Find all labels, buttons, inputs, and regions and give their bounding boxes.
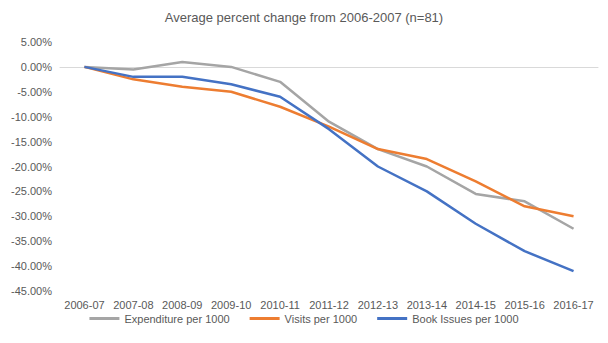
svg-text:2009-10: 2009-10: [211, 299, 251, 311]
svg-text:-25.00%: -25.00%: [11, 185, 52, 197]
svg-text:2014-15: 2014-15: [456, 299, 496, 311]
svg-text:2008-09: 2008-09: [162, 299, 202, 311]
svg-text:2010-11: 2010-11: [260, 299, 300, 311]
svg-text:-5.00%: -5.00%: [17, 86, 52, 98]
svg-text:Average percent change from 20: Average percent change from 2006-2007 (n…: [165, 10, 443, 25]
svg-text:2013-14: 2013-14: [407, 299, 447, 311]
svg-text:-20.00%: -20.00%: [11, 161, 52, 173]
svg-text:-40.00%: -40.00%: [11, 260, 52, 272]
svg-text:-15.00%: -15.00%: [11, 136, 52, 148]
svg-text:2012-13: 2012-13: [358, 299, 398, 311]
svg-text:5.00%: 5.00%: [21, 36, 52, 48]
svg-text:0.00%: 0.00%: [21, 61, 52, 73]
svg-text:-30.00%: -30.00%: [11, 210, 52, 222]
svg-text:2011-12: 2011-12: [309, 299, 349, 311]
svg-text:-45.00%: -45.00%: [11, 285, 52, 297]
svg-text:Visits per 1000: Visits per 1000: [285, 313, 358, 325]
svg-text:2015-16: 2015-16: [504, 299, 544, 311]
svg-text:Expenditure per 1000: Expenditure per 1000: [124, 313, 229, 325]
svg-text:-10.00%: -10.00%: [11, 111, 52, 123]
svg-text:2016-17: 2016-17: [553, 299, 593, 311]
svg-text:2006-07: 2006-07: [64, 299, 104, 311]
svg-text:Book Issues per 1000: Book Issues per 1000: [412, 313, 518, 325]
svg-text:2007-08: 2007-08: [113, 299, 153, 311]
svg-text:-35.00%: -35.00%: [11, 235, 52, 247]
